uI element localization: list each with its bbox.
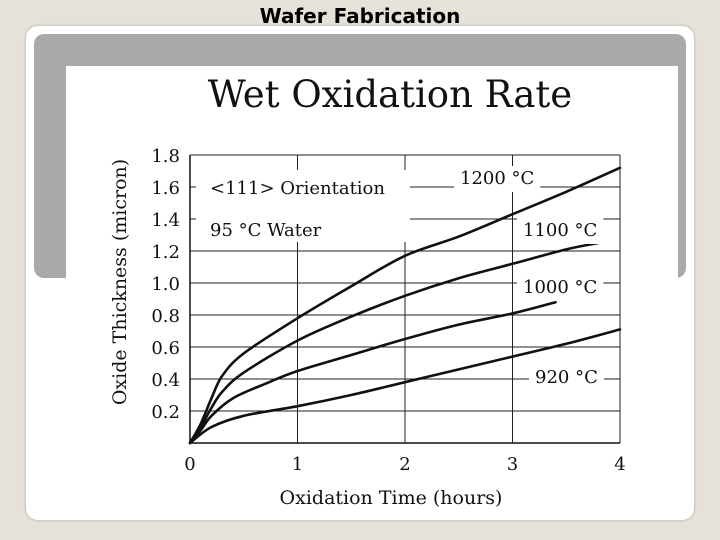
x-tick-label: 0 — [184, 454, 195, 475]
series-label-bg — [517, 275, 604, 301]
series-label: 1100 °C — [523, 220, 597, 241]
annotation-box — [196, 170, 410, 242]
series-label: 1200 °C — [460, 168, 534, 189]
series-label-bg — [529, 365, 604, 391]
x-tick-label: 2 — [399, 454, 410, 475]
y-tick-label: 0.6 — [151, 338, 180, 359]
slide-title: Wafer Fabrication — [259, 4, 461, 28]
chart-title: Wet Oxidation Rate — [208, 73, 572, 116]
y-tick-label: 1.0 — [151, 274, 180, 295]
chart-ticks: 0.2 0.4 0.6 0.8 1.0 1.2 1.4 1.6 1.8 0 1 2 3 4 — [151, 146, 625, 475]
series-label: 1000 °C — [523, 277, 597, 298]
y-tick-label: 1.8 — [151, 146, 180, 167]
chart-series — [188, 166, 622, 445]
y-tick-label: 1.2 — [151, 242, 180, 263]
y-tick-label: 0.2 — [151, 402, 180, 423]
y-tick-label: 0.4 — [151, 370, 180, 391]
x-tick-label: 3 — [507, 454, 518, 475]
annotation-water: 95 °C Water — [210, 220, 322, 241]
series-line — [188, 166, 622, 445]
y-tick-label: 0.8 — [151, 306, 180, 327]
series-line — [188, 328, 622, 445]
y-tick-label: 1.4 — [151, 210, 180, 231]
series-label: 920 °C — [535, 367, 598, 388]
chart-series-labels: 1200 °C 1100 °C 1000 °C 920 °C — [454, 166, 604, 391]
annotation-orientation: <111> Orientation — [210, 178, 385, 199]
y-tick-label: 1.6 — [151, 178, 180, 199]
x-axis-label: Oxidation Time (hours) — [280, 487, 503, 509]
series-line — [188, 300, 557, 445]
series-label-bg — [454, 166, 541, 192]
y-axis-label: Oxide Thickness (micron) — [109, 159, 131, 405]
x-tick-label: 1 — [292, 454, 303, 475]
x-tick-label: 4 — [614, 454, 625, 475]
series-label-bg — [517, 218, 604, 244]
series-line — [188, 241, 600, 445]
